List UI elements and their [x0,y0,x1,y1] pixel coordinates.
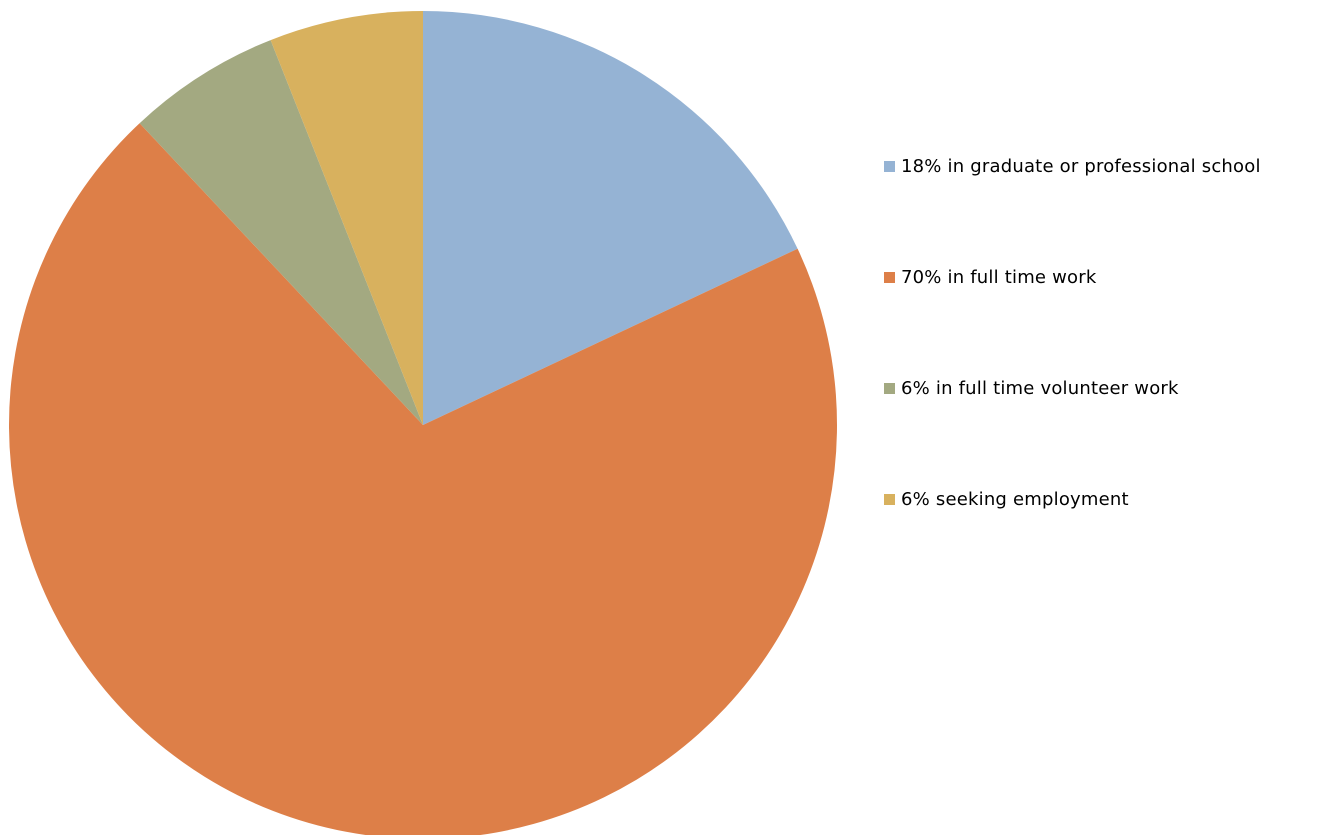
legend-swatch [884,382,895,394]
legend: 18% in graduate or professional school 7… [884,152,1333,596]
legend-label: 70% in full time work [901,266,1097,288]
pie-slice-graduate-school [423,11,798,425]
legend-item-seeking-employment: 6% seeking employment [884,485,1333,513]
legend-label: 6% seeking employment [901,488,1129,510]
pie-slice-full-time-work [9,123,837,835]
legend-label: 6% in full time volunteer work [901,377,1179,399]
legend-label: 18% in graduate or professional school [901,155,1261,177]
legend-item-volunteer-work: 6% in full time volunteer work [884,374,1333,402]
legend-item-full-time-work: 70% in full time work [884,263,1333,291]
legend-item-graduate-school: 18% in graduate or professional school [884,152,1333,180]
pie-slice-seeking-employment [270,11,423,425]
pie-chart [9,11,837,835]
pie-slice-volunteer-work [139,40,423,425]
legend-swatch [884,271,895,283]
legend-swatch [884,160,895,172]
legend-swatch [884,493,895,505]
